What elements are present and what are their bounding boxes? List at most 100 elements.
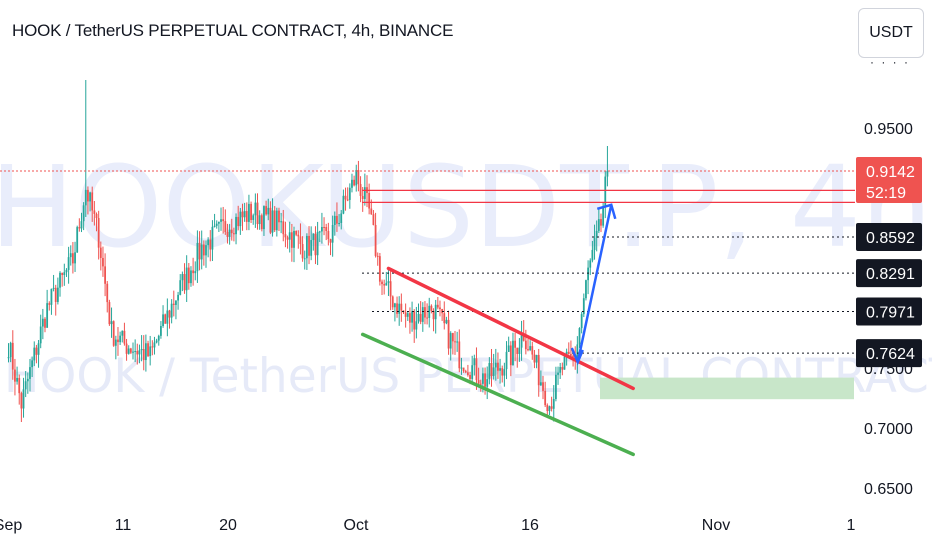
candle (61, 272, 64, 287)
candle (78, 218, 81, 232)
candle (166, 298, 169, 337)
candle (269, 201, 272, 235)
candle (89, 191, 91, 212)
candle (383, 279, 386, 295)
candle (533, 349, 536, 369)
time-tick-label: Nov (702, 517, 730, 534)
candle (445, 316, 448, 325)
candle (372, 210, 375, 226)
candle (282, 209, 285, 242)
candle (428, 297, 431, 328)
candle (157, 334, 160, 346)
candle (454, 330, 456, 355)
candle (604, 170, 607, 219)
candle (576, 336, 579, 374)
candle (179, 274, 182, 296)
candle (503, 362, 506, 387)
price-axis[interactable]: 0.95000.75000.70000.65000.914252:190.859… (856, 55, 922, 498)
candle (400, 293, 403, 322)
price-tick-label: 0.9500 (864, 121, 913, 138)
candle (460, 357, 463, 375)
candle (108, 299, 111, 326)
candle (567, 342, 570, 355)
candle (260, 213, 263, 232)
candle (537, 348, 540, 397)
candle (213, 213, 216, 228)
projection-arrow (576, 204, 613, 363)
candle (305, 233, 308, 270)
candle (263, 205, 265, 236)
candle (376, 252, 379, 266)
candle (275, 207, 278, 237)
candlestick-series (7, 80, 609, 422)
candle (217, 221, 220, 233)
candle (447, 310, 450, 355)
candle (93, 200, 96, 226)
candle (552, 385, 555, 422)
candle (323, 217, 325, 236)
candle (80, 212, 83, 233)
candle (172, 290, 175, 317)
candle (265, 200, 267, 216)
candle (321, 212, 323, 244)
candle (54, 284, 57, 316)
candle (589, 258, 592, 276)
candle (488, 357, 491, 385)
candle (194, 261, 197, 281)
candle (295, 230, 298, 237)
candle (346, 187, 349, 202)
candle (544, 381, 547, 408)
candle (514, 332, 517, 362)
candle (597, 209, 600, 234)
candle (419, 301, 422, 325)
watermark-symbol: HOOKUSDT.P, 4h (0, 143, 932, 273)
candle (301, 236, 304, 262)
arrow-head (596, 203, 617, 220)
current-price-value: 0.9142 (866, 164, 915, 181)
candle (95, 212, 98, 232)
candle (522, 320, 525, 342)
price-level-badge (856, 222, 922, 251)
price-tick-label: 0.6500 (864, 481, 913, 498)
candle (284, 221, 287, 248)
candle (9, 341, 12, 363)
candle (104, 253, 106, 297)
trend-annotations (0, 170, 855, 457)
candle (325, 223, 328, 241)
candle (299, 223, 302, 255)
candle (250, 201, 252, 223)
candle (499, 358, 501, 384)
candle (542, 375, 544, 400)
candle (198, 231, 201, 271)
candle (237, 205, 240, 231)
candle (200, 230, 203, 270)
candle (327, 222, 330, 246)
drawing-annotations (600, 377, 854, 400)
candle (44, 317, 46, 333)
candle (595, 220, 598, 252)
candle (84, 80, 87, 218)
candle (63, 263, 66, 286)
candle (606, 146, 609, 187)
candle (196, 230, 199, 283)
candle (312, 233, 315, 251)
candle (389, 270, 392, 311)
candle (254, 193, 257, 228)
candle (527, 339, 529, 352)
candle (555, 366, 557, 402)
candle (267, 198, 270, 221)
candle (192, 257, 195, 286)
axis-dots: · · · · (870, 55, 910, 69)
currency-button[interactable]: USDT (858, 8, 924, 58)
candle (297, 230, 300, 249)
candle (415, 306, 418, 339)
candle (396, 296, 398, 318)
candle (492, 353, 495, 380)
candle (434, 299, 437, 334)
descending-trendline-red (386, 266, 635, 391)
candle (340, 210, 343, 230)
time-axis[interactable]: Sep 11 20 Oct 16 Nov 1 (0, 517, 856, 534)
candle (127, 345, 130, 355)
candle (409, 307, 411, 334)
